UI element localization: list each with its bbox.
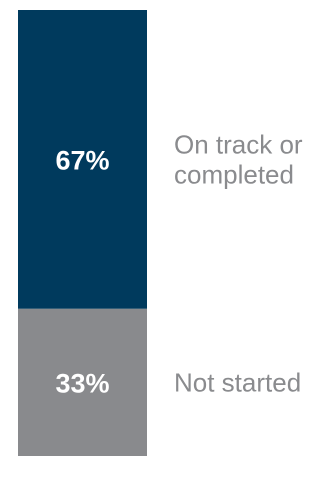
category-label-line: Not started xyxy=(174,367,301,397)
value-label-on-track-or-completed: 67% xyxy=(55,145,109,175)
category-label-line: On track or xyxy=(174,129,303,159)
category-label-on-track-or-completed: On track or completed xyxy=(174,129,303,189)
bar-segment-not-started xyxy=(18,308,147,456)
value-label-not-started: 33% xyxy=(55,368,109,398)
category-label-not-started: Not started xyxy=(174,367,301,397)
bar-segment-on-track-or-completed xyxy=(18,10,147,309)
category-label-line: completed xyxy=(174,159,294,189)
